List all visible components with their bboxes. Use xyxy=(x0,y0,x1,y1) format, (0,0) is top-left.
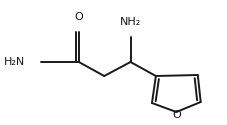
Text: O: O xyxy=(171,110,180,120)
Text: NH₂: NH₂ xyxy=(119,17,141,27)
Text: O: O xyxy=(74,12,83,22)
Text: H₂N: H₂N xyxy=(4,57,25,67)
